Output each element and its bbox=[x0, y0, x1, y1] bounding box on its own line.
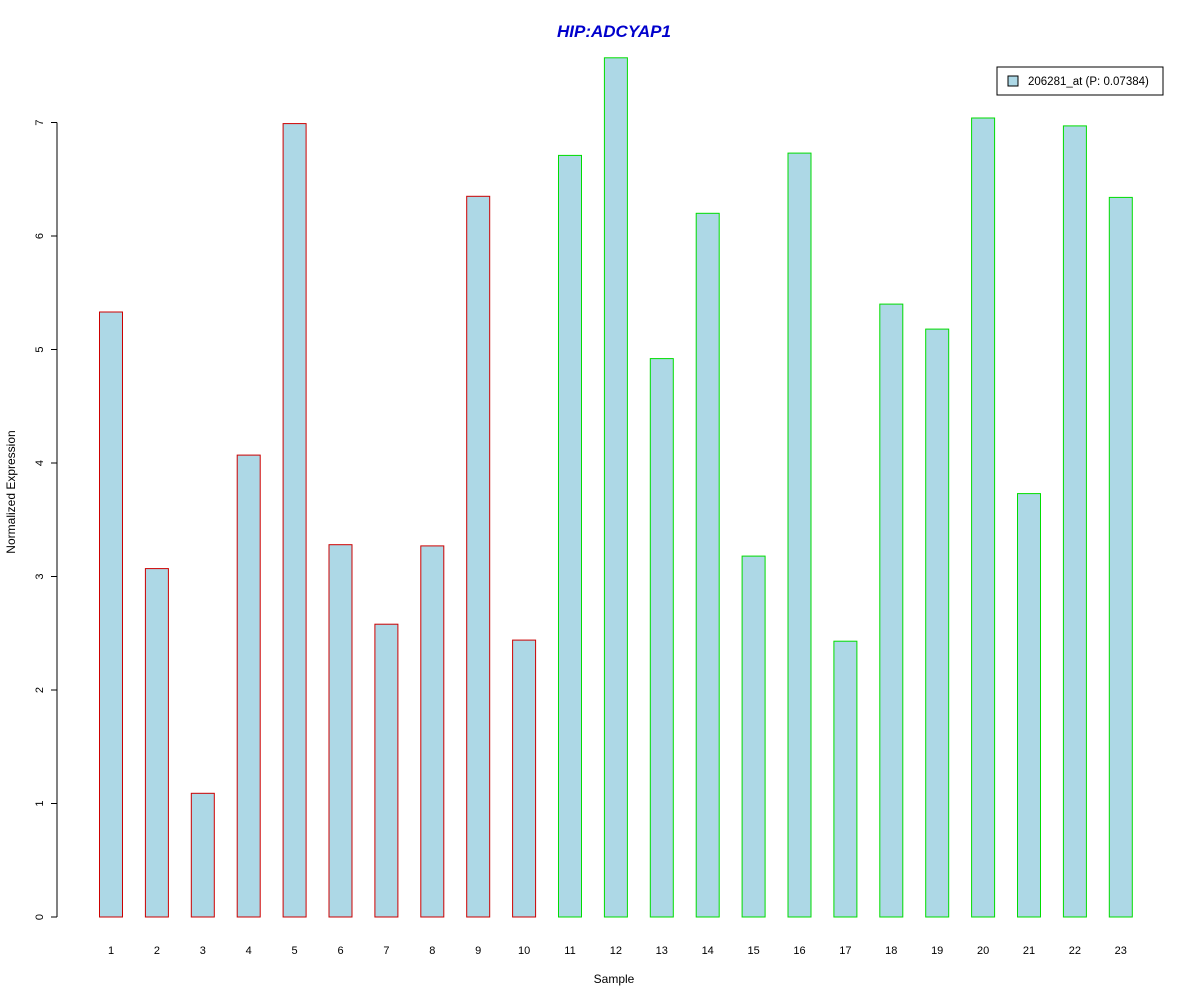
x-tick-label: 19 bbox=[931, 945, 943, 957]
x-tick-label: 20 bbox=[977, 945, 989, 957]
bar-sample-14 bbox=[695, 212, 720, 918]
y-tick-label: 6 bbox=[34, 233, 46, 239]
bar-sample-7 bbox=[374, 623, 399, 918]
y-tick-label: 5 bbox=[34, 346, 46, 352]
x-tick-label: 17 bbox=[839, 945, 851, 957]
chart-title: HIP:ADCYAP1 bbox=[557, 22, 671, 41]
legend: 206281_at (P: 0.07384) bbox=[996, 66, 1164, 96]
bar-sample-18 bbox=[879, 303, 904, 918]
x-tick-label: 16 bbox=[793, 945, 805, 957]
bar-sample-17 bbox=[833, 640, 858, 918]
bar-sample-1 bbox=[99, 311, 123, 918]
x-tick-label: 12 bbox=[610, 945, 622, 957]
x-tick-label: 5 bbox=[292, 945, 298, 957]
x-tick-label: 18 bbox=[885, 945, 897, 957]
bar-sample-10 bbox=[512, 639, 537, 918]
x-tick-label: 11 bbox=[564, 945, 575, 957]
x-tick-label: 1 bbox=[108, 945, 114, 957]
bar-sample-3 bbox=[190, 792, 215, 918]
x-tick-label: 10 bbox=[518, 945, 530, 957]
x-tick-label: 2 bbox=[154, 945, 160, 957]
y-tick-label: 1 bbox=[34, 800, 46, 806]
x-tick-label: 8 bbox=[429, 945, 435, 957]
y-axis-ticks: 0 1 2 3 4 5 6 7 bbox=[34, 119, 57, 920]
bar-sample-4 bbox=[236, 454, 261, 918]
x-tick-label: 3 bbox=[200, 945, 206, 957]
legend-label: 206281_at (P: 0.07384) bbox=[1028, 76, 1149, 88]
bar-sample-5 bbox=[282, 123, 307, 918]
bar-sample-11 bbox=[558, 154, 582, 918]
x-tick-label: 22 bbox=[1069, 945, 1081, 957]
bar-sample-23 bbox=[1108, 196, 1133, 918]
bar-sample-13 bbox=[649, 358, 674, 918]
x-tick-label: 23 bbox=[1115, 945, 1127, 957]
x-tick-label: 13 bbox=[656, 945, 668, 957]
y-tick-label: 2 bbox=[34, 687, 46, 693]
bar-sample-2 bbox=[144, 568, 169, 918]
bar-sample-9 bbox=[466, 195, 491, 918]
x-axis-label: Sample bbox=[594, 972, 635, 986]
bar-sample-16 bbox=[787, 152, 812, 918]
bar-sample-8 bbox=[420, 545, 445, 918]
bar-sample-22 bbox=[1062, 125, 1087, 918]
y-tick-label: 4 bbox=[34, 460, 46, 466]
y-tick-label: 3 bbox=[34, 573, 46, 579]
bar-sample-20 bbox=[971, 117, 996, 918]
x-tick-label: 15 bbox=[747, 945, 759, 957]
bars-group bbox=[99, 57, 1133, 918]
bar-sample-19 bbox=[925, 328, 950, 918]
bar-sample-6 bbox=[328, 544, 353, 918]
bar-sample-12 bbox=[603, 57, 628, 918]
legend-swatch bbox=[1007, 75, 1019, 87]
x-tick-label: 6 bbox=[337, 945, 343, 957]
legend-box bbox=[996, 66, 1164, 96]
bar-sample-15 bbox=[741, 555, 766, 918]
x-tick-label: 7 bbox=[383, 945, 389, 957]
x-tick-label: 4 bbox=[246, 945, 252, 957]
x-tick-label: 9 bbox=[475, 945, 481, 957]
x-tick-label: 14 bbox=[702, 945, 714, 957]
y-tick-label: 7 bbox=[34, 119, 46, 125]
y-tick-label: 0 bbox=[34, 914, 46, 920]
y-axis-label: Normalized Expression bbox=[4, 430, 18, 553]
x-tick-label: 21 bbox=[1023, 945, 1035, 957]
bar-sample-21 bbox=[1017, 493, 1041, 918]
x-axis-tick-labels: 1 2 3 4 5 6 7 8 9 10 11 12 13 14 15 16 17 18 19 20 21 22 23 bbox=[108, 945, 1127, 957]
